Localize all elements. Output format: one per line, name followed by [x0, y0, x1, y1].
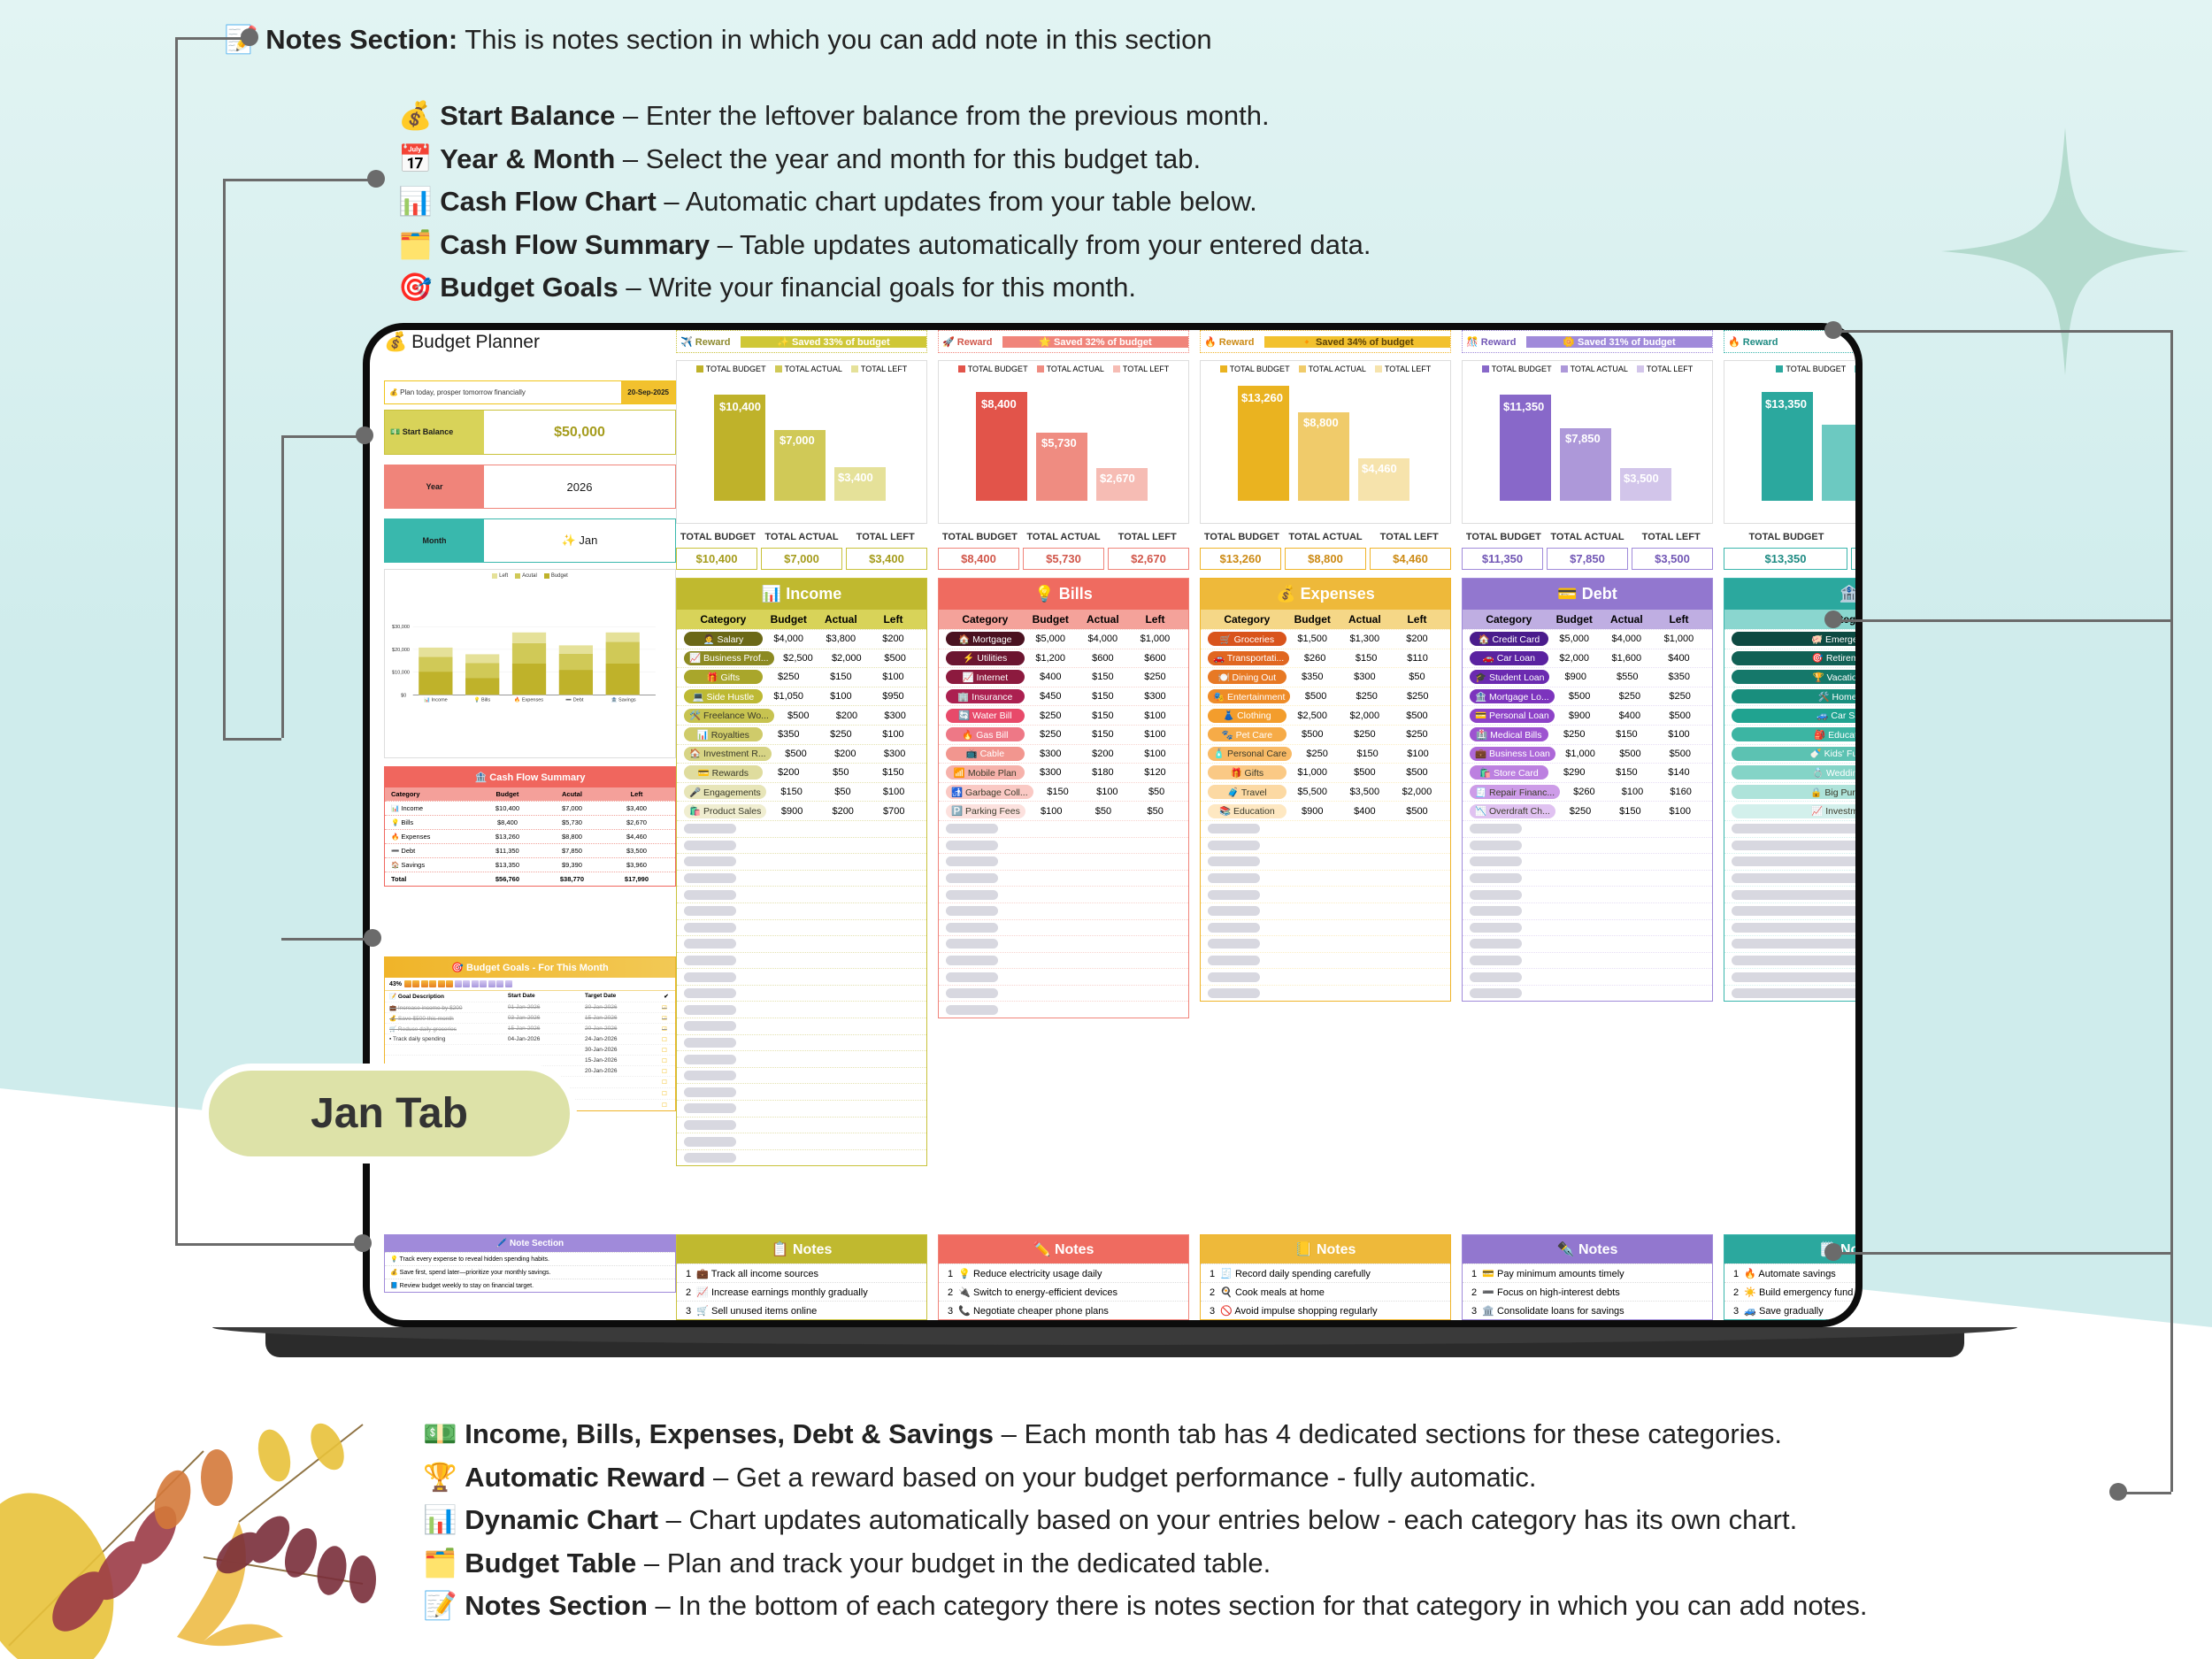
svg-text:$20,000: $20,000: [392, 648, 410, 653]
svg-text:$7,850: $7,850: [1565, 432, 1601, 445]
svg-text:$3,400: $3,400: [838, 471, 873, 484]
svg-text:$8,800: $8,800: [1303, 416, 1339, 429]
svg-text:$3,500: $3,500: [1624, 472, 1659, 485]
svg-text:$2,670: $2,670: [1100, 472, 1135, 485]
svg-text:$7,000: $7,000: [780, 434, 815, 447]
svg-text:➖ Debt: ➖ Debt: [565, 697, 584, 703]
svg-text:🔥 Expenses: 🔥 Expenses: [514, 695, 543, 703]
svg-text:$5,730: $5,730: [1041, 436, 1077, 449]
svg-text:$11,350: $11,350: [1503, 400, 1544, 413]
svg-text:🏦 Savings: 🏦 Savings: [611, 695, 636, 703]
svg-text:$4,460: $4,460: [1362, 462, 1397, 475]
svg-text:$0: $0: [401, 693, 406, 698]
svg-text:📊 Income: 📊 Income: [424, 695, 448, 703]
svg-text:$10,000: $10,000: [392, 671, 410, 676]
svg-text:$13,260: $13,260: [1241, 391, 1283, 404]
svg-text:$30,000: $30,000: [392, 625, 410, 630]
svg-text:$10,400: $10,400: [719, 400, 761, 413]
svg-text:💡 Bills: 💡 Bills: [474, 695, 491, 703]
svg-text:$8,400: $8,400: [981, 397, 1017, 411]
svg-text:$13,350: $13,350: [1765, 397, 1807, 411]
